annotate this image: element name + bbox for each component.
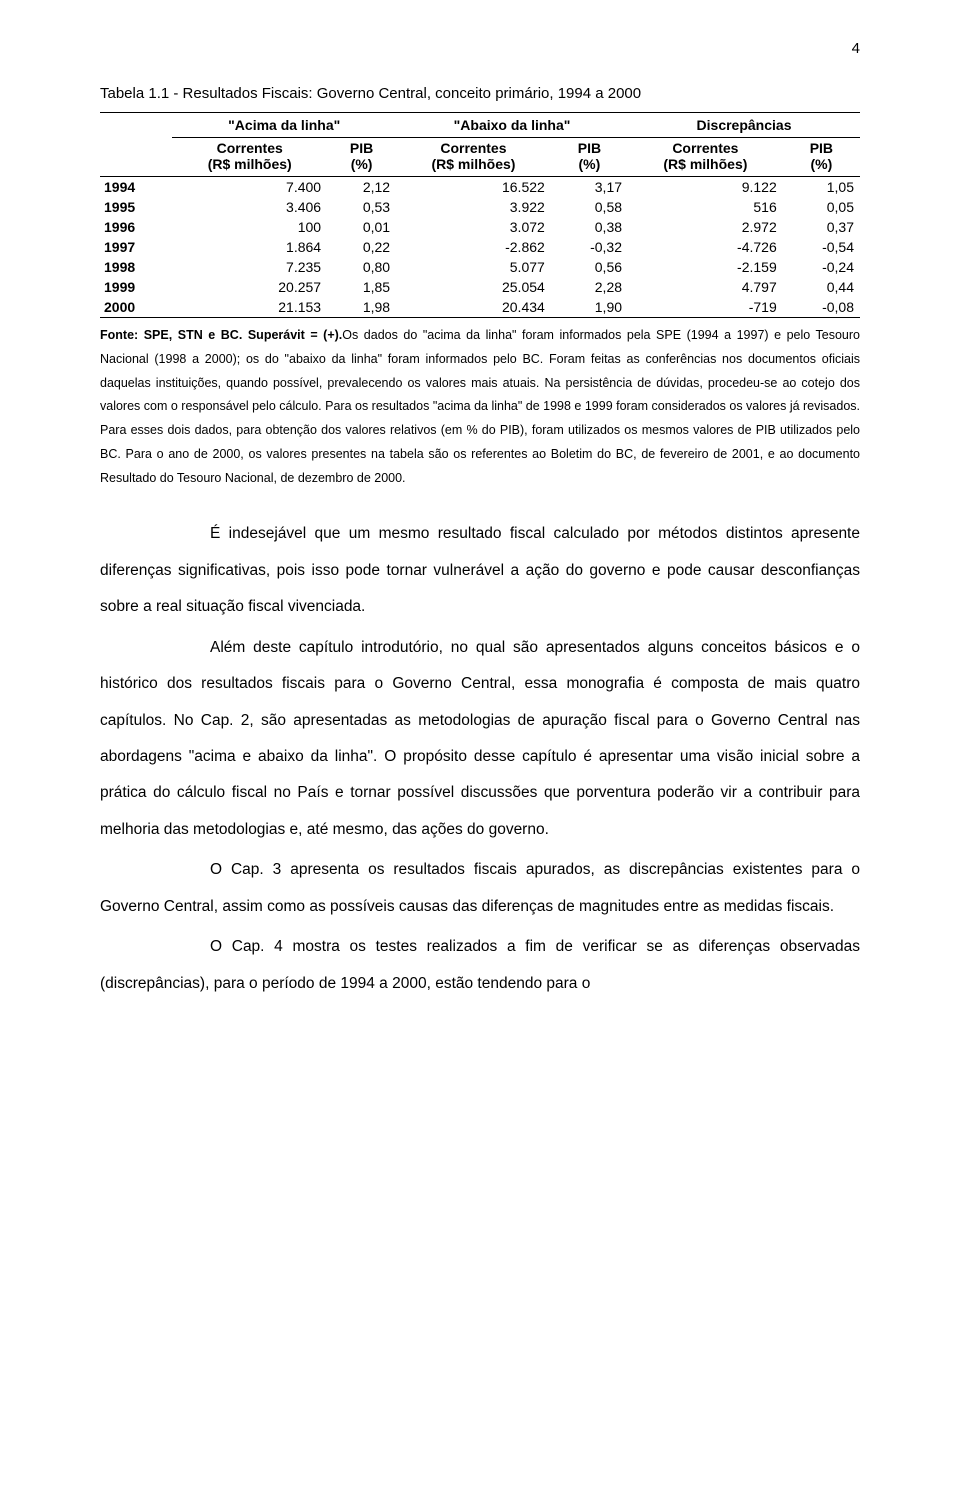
table-cell: 1,98	[327, 297, 396, 318]
table-row: 1994 7.400 2,12 16.522 3,17 9.122 1,05	[100, 177, 860, 198]
table-cell: 0,05	[783, 197, 860, 217]
table-title: Tabela 1.1 - Resultados Fiscais: Governo…	[100, 85, 860, 102]
table-cell-year: 1997	[100, 237, 172, 257]
page-number: 4	[100, 40, 860, 57]
table-cell: 3.406	[172, 197, 327, 217]
table-sub-header: Correntes(R$ milhões)	[396, 138, 551, 177]
table-cell: 5.077	[396, 257, 551, 277]
table-cell: 0,01	[327, 217, 396, 237]
table-row: 1995 3.406 0,53 3.922 0,58 516 0,05	[100, 197, 860, 217]
table-cell: -0,08	[783, 297, 860, 318]
table-row: 1998 7.235 0,80 5.077 0,56 -2.159 -0,24	[100, 257, 860, 277]
table-group-header: Discrepâncias	[628, 113, 860, 138]
footnote-text: Os dados do "acima da linha" foram infor…	[100, 328, 860, 485]
table-cell: 25.054	[396, 277, 551, 297]
table-group-header: "Abaixo da linha"	[396, 113, 628, 138]
table-cell: 0,53	[327, 197, 396, 217]
table-cell-year: 1998	[100, 257, 172, 277]
table-sub-header: PIB(%)	[551, 138, 628, 177]
table-cell: 0,44	[783, 277, 860, 297]
table-cell: 9.122	[628, 177, 783, 198]
table-cell: 1,85	[327, 277, 396, 297]
table-cell: 7.235	[172, 257, 327, 277]
table-cell: 2.972	[628, 217, 783, 237]
table-cell: 3.922	[396, 197, 551, 217]
table-cell: 516	[628, 197, 783, 217]
table-row: 1996 100 0,01 3.072 0,38 2.972 0,37	[100, 217, 860, 237]
body-paragraph: O Cap. 3 apresenta os resultados fiscais…	[100, 852, 860, 925]
table-cell: 2,28	[551, 277, 628, 297]
table-cell: 3.072	[396, 217, 551, 237]
table-cell: 20.257	[172, 277, 327, 297]
table-cell-year: 2000	[100, 297, 172, 318]
table-cell: 2,12	[327, 177, 396, 198]
table-cell: 0,56	[551, 257, 628, 277]
table-cell: 100	[172, 217, 327, 237]
table-cell: -0,54	[783, 237, 860, 257]
table-cell: 4.797	[628, 277, 783, 297]
table-cell-year: 1996	[100, 217, 172, 237]
fiscal-results-table: "Acima da linha" "Abaixo da linha" Discr…	[100, 112, 860, 318]
table-cell: 0,38	[551, 217, 628, 237]
table-cell: 20.434	[396, 297, 551, 318]
table-cell-year: 1995	[100, 197, 172, 217]
table-footnote: Fonte: SPE, STN e BC. Superávit = (+).Os…	[100, 324, 860, 490]
table-sub-header: PIB(%)	[327, 138, 396, 177]
table-cell: -0,32	[551, 237, 628, 257]
table-cell: 21.153	[172, 297, 327, 318]
table-cell: 7.400	[172, 177, 327, 198]
table-row: 1997 1.864 0,22 -2.862 -0,32 -4.726 -0,5…	[100, 237, 860, 257]
table-sub-header: Correntes(R$ milhões)	[172, 138, 327, 177]
table-cell: 16.522	[396, 177, 551, 198]
table-cell: -2.159	[628, 257, 783, 277]
table-sub-header: Correntes(R$ milhões)	[628, 138, 783, 177]
table-row: 2000 21.153 1,98 20.434 1,90 -719 -0,08	[100, 297, 860, 318]
table-sub-header: PIB(%)	[783, 138, 860, 177]
table-row: 1999 20.257 1,85 25.054 2,28 4.797 0,44	[100, 277, 860, 297]
table-cell: -719	[628, 297, 783, 318]
table-cell: 1,90	[551, 297, 628, 318]
table-cell: 0,58	[551, 197, 628, 217]
table-cell: 1,05	[783, 177, 860, 198]
table-cell: 3,17	[551, 177, 628, 198]
table-cell: 1.864	[172, 237, 327, 257]
table-header-year	[100, 113, 172, 177]
table-cell: -4.726	[628, 237, 783, 257]
table-cell-year: 1999	[100, 277, 172, 297]
body-paragraph: É indesejável que um mesmo resultado fis…	[100, 516, 860, 625]
body-paragraph: O Cap. 4 mostra os testes realizados a f…	[100, 929, 860, 1002]
table-cell: 0,80	[327, 257, 396, 277]
table-cell: 0,37	[783, 217, 860, 237]
table-cell: 0,22	[327, 237, 396, 257]
table-cell: -2.862	[396, 237, 551, 257]
table-cell-year: 1994	[100, 177, 172, 198]
table-group-header: "Acima da linha"	[172, 113, 396, 138]
footnote-source: Fonte: SPE, STN e BC. Superávit = (+).	[100, 328, 342, 342]
body-paragraph: Além deste capítulo introdutório, no qua…	[100, 630, 860, 849]
table-cell: -0,24	[783, 257, 860, 277]
